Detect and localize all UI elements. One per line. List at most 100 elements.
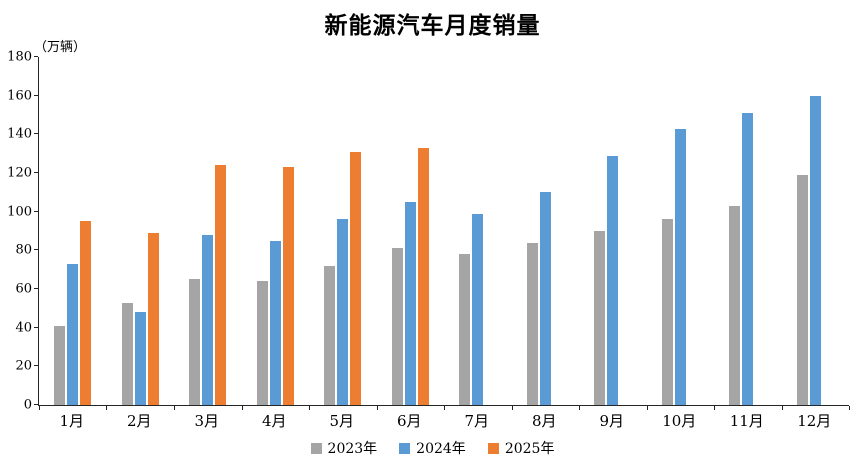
legend-label-2023: 2023年 [327, 441, 378, 457]
y-axis-tick-label: 60 [15, 281, 32, 297]
bar-2023 [459, 254, 471, 405]
x-axis-label: 2月 [126, 412, 152, 430]
y-axis-tick-label: 140 [7, 126, 32, 142]
y-axis-tick [34, 56, 38, 57]
y-axis-tick-label: 100 [7, 204, 32, 220]
x-axis-label: 9月 [599, 412, 625, 430]
bar-group [174, 57, 242, 405]
bar-group [39, 57, 107, 405]
bar-2023 [324, 265, 336, 405]
bar-2023 [729, 205, 741, 405]
bar-2025 [80, 221, 92, 405]
x-axis-tick [308, 406, 310, 410]
x-axis-label: 12月 [797, 412, 832, 430]
x-axis-label: 5月 [329, 412, 355, 430]
x-axis-label: 10月 [662, 412, 697, 430]
x-axis-tick [173, 406, 175, 410]
bar-group [782, 57, 850, 405]
legend-swatch-2024 [399, 442, 411, 454]
x-axis-tick [511, 406, 513, 410]
y-axis-tick [34, 249, 38, 251]
y-axis-tick [34, 133, 38, 135]
x-axis-label: 3月 [194, 412, 220, 430]
bar-group [714, 57, 782, 405]
bar-group [377, 57, 445, 405]
bar-2023 [189, 279, 201, 405]
y-axis-unit-label: （万辆） [34, 40, 87, 55]
bar-2024 [742, 113, 754, 405]
legend-item-2025: 2025年 [487, 438, 555, 458]
bar-2024 [337, 219, 349, 405]
bar-2023 [54, 325, 66, 405]
x-axis-tick [241, 406, 243, 410]
y-axis-tick [34, 172, 38, 173]
y-axis-tick-label: 40 [15, 320, 32, 336]
bar-group [512, 57, 580, 405]
x-axis-tick [39, 406, 40, 410]
chart-legend: 2023年 2024年 2025年 [0, 438, 865, 458]
y-axis-tick-label: 20 [15, 358, 32, 374]
bar-2024 [202, 234, 214, 405]
legend-swatch-2025 [487, 442, 499, 454]
bar-2023 [594, 231, 606, 405]
bar-2024 [404, 202, 416, 405]
bar-2025 [282, 167, 294, 405]
x-axis-tick [376, 406, 378, 410]
legend-swatch-2023 [310, 442, 322, 454]
bar-group [647, 57, 715, 405]
bar-2023 [661, 219, 673, 405]
legend-item-2024: 2024年 [399, 438, 466, 458]
x-axis-labels: 1月 2月 3月 4月 5月 6月 7月 8月 9月 10月 11月 12月 [38, 410, 848, 431]
bar-2023 [256, 281, 268, 405]
y-axis-tick [34, 210, 38, 212]
x-axis-tick [714, 406, 715, 410]
y-axis-tick [34, 326, 38, 328]
y-axis-tick [34, 288, 38, 289]
bar-2025 [350, 151, 362, 405]
bar-2024 [539, 192, 551, 405]
bar-2024 [134, 312, 146, 405]
bar-2025 [147, 232, 159, 405]
legend-label-2025: 2025年 [504, 441, 555, 457]
x-axis-label: 1月 [59, 412, 85, 430]
bar-2023 [121, 302, 133, 405]
x-axis-label: 4月 [261, 412, 287, 430]
x-axis-label: 6月 [396, 412, 422, 430]
x-axis-label: 8月 [531, 412, 557, 430]
bar-2025 [417, 147, 429, 405]
bar-2023 [391, 248, 403, 405]
x-axis-tick [781, 406, 783, 410]
x-axis-label: 7月 [464, 412, 490, 430]
bar-2024 [67, 263, 79, 405]
y-axis-tick [34, 365, 38, 367]
bar-group [107, 57, 175, 405]
bar-2024 [472, 213, 484, 405]
x-axis-tick [646, 406, 648, 410]
y-axis-tick [34, 404, 38, 405]
x-axis-tick [578, 406, 580, 410]
y-axis-tick [34, 94, 38, 96]
bar-2024 [607, 155, 619, 405]
bar-2023 [796, 174, 808, 405]
y-axis-tick-label: 80 [15, 242, 32, 258]
bar-2024 [269, 240, 281, 405]
bar-group [579, 57, 647, 405]
legend-label-2024: 2024年 [416, 441, 466, 457]
x-axis-tick [106, 406, 108, 410]
bars-row [39, 57, 849, 405]
chart-title: 新能源汽车月度销量 [324, 12, 541, 39]
bar-2024 [674, 128, 686, 405]
legend-item-2023: 2023年 [310, 438, 378, 458]
plot-area: 0 20 40 60 80 100 120 140 160 180 [7, 50, 850, 413]
y-axis-tick-label: 120 [7, 165, 32, 181]
y-axis-tick-label: 160 [7, 88, 32, 104]
bar-2025 [215, 165, 227, 405]
bar-2023 [526, 242, 538, 405]
bar-2024 [809, 95, 821, 405]
x-axis-tick [444, 406, 445, 410]
bar-group [444, 57, 512, 405]
y-axis-tick-label: 0 [23, 397, 32, 413]
bar-group [309, 57, 377, 405]
x-axis-label: 11月 [729, 412, 764, 430]
